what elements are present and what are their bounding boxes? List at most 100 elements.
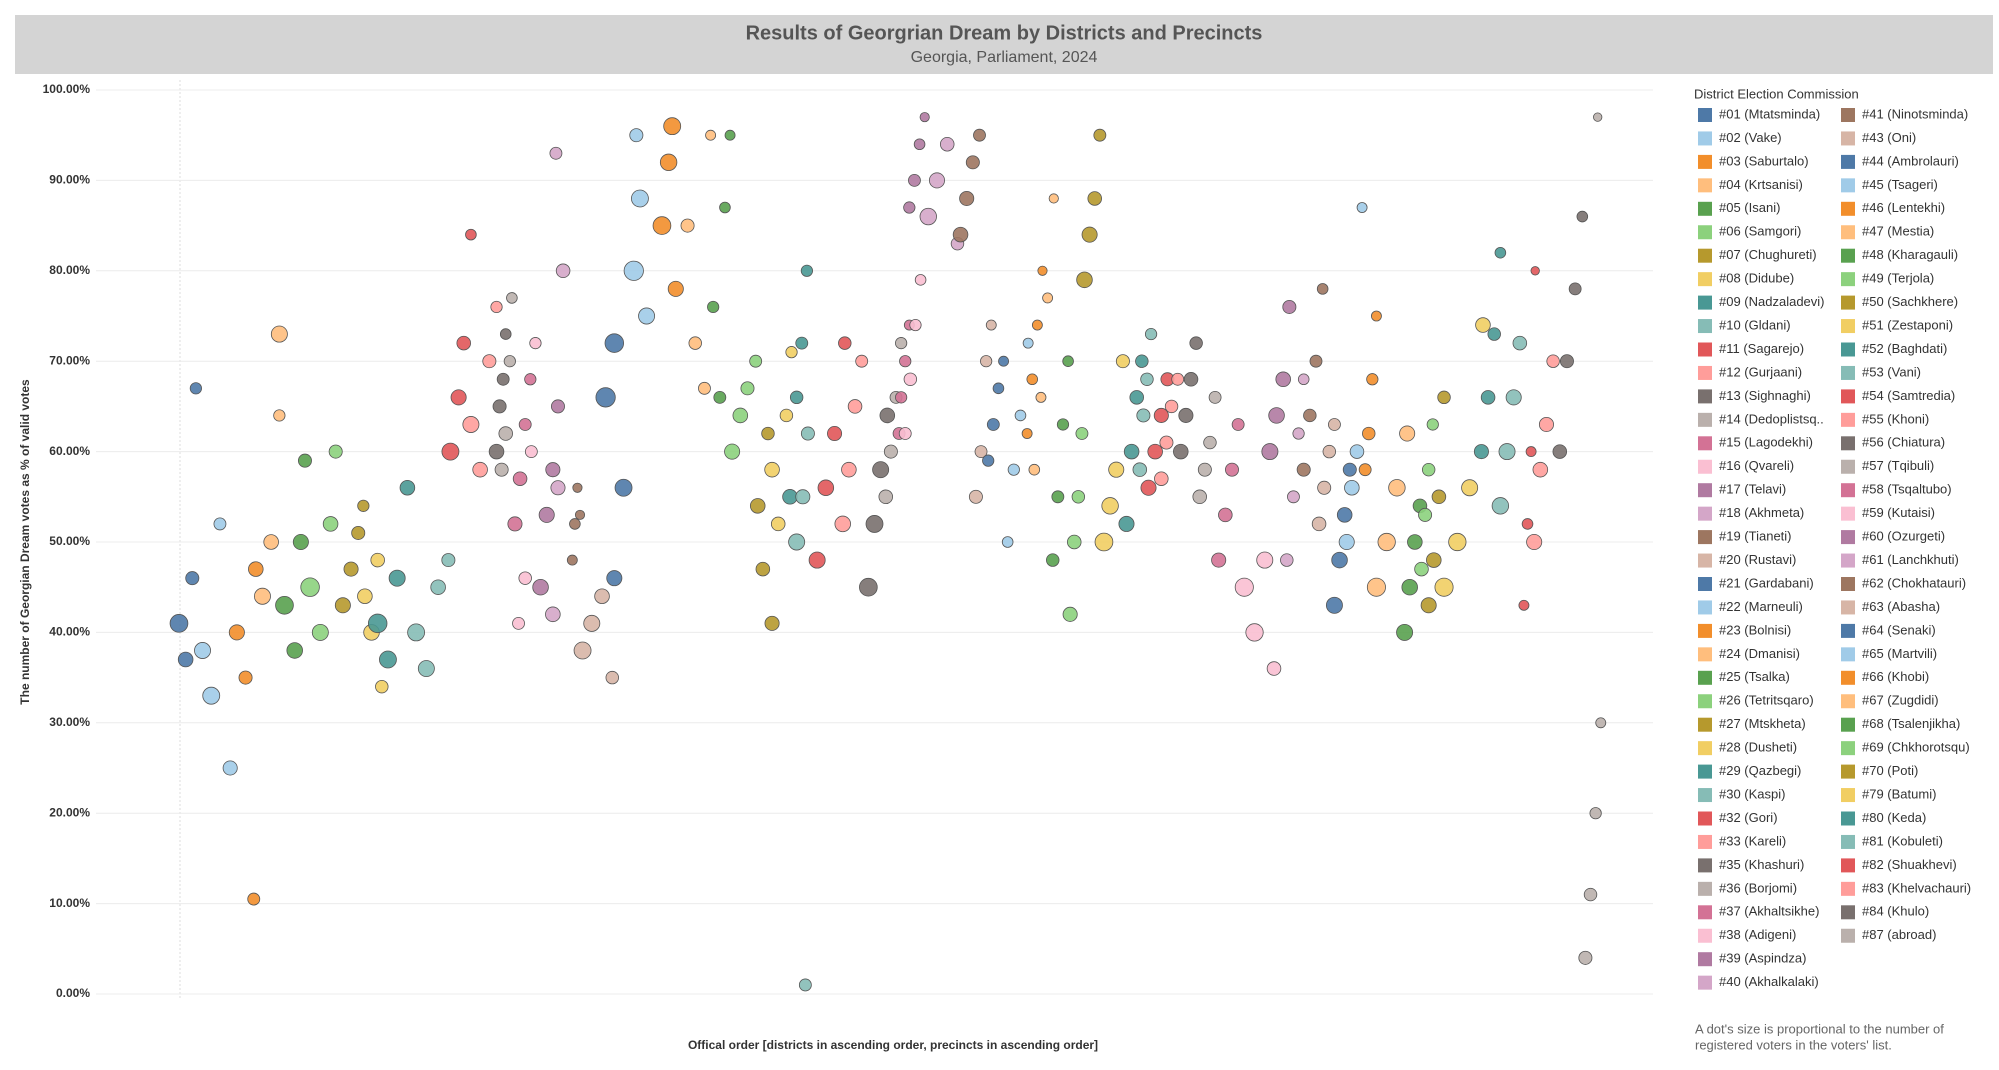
legend-swatch	[1698, 741, 1712, 756]
legend-label: #38 (Adigeni)	[1719, 927, 1796, 942]
dot	[328, 444, 343, 459]
legend-swatch	[1698, 483, 1712, 498]
legend-swatch	[1841, 788, 1855, 803]
dot	[1366, 577, 1386, 597]
legend-label: #09 (Nadzaladevi)	[1719, 294, 1825, 309]
dot	[450, 389, 467, 406]
legend-label: #21 (Gardabani)	[1719, 575, 1814, 590]
dot	[566, 554, 578, 566]
legend-label: #23 (Bolnisi)	[1719, 622, 1791, 637]
dot	[263, 534, 279, 550]
dot	[1153, 407, 1169, 423]
legend-swatch	[1698, 459, 1712, 474]
dot	[574, 509, 586, 520]
dot	[1480, 390, 1496, 405]
legend-label: #12 (Gurjaani)	[1719, 364, 1802, 379]
dot	[1129, 390, 1144, 405]
legend-swatch	[1698, 577, 1712, 591]
legend-label: #15 (Lagodekhi)	[1719, 435, 1813, 450]
legend-swatch	[1698, 131, 1712, 146]
chart-subtitle: Georgia, Parliament, 2024	[911, 49, 1098, 66]
dot	[550, 399, 565, 414]
dot	[838, 336, 852, 350]
legend-label: #14 (Dedoplistsq..	[1719, 411, 1824, 426]
dot	[370, 552, 385, 568]
dot	[1218, 507, 1233, 523]
legend-label: #62 (Chokhatauri)	[1862, 575, 1966, 590]
dot	[1349, 444, 1365, 459]
dot	[1530, 266, 1540, 276]
dot	[764, 461, 780, 478]
legend-swatch	[1698, 248, 1712, 263]
dot	[1311, 516, 1327, 532]
legend-label: #10 (Gldani)	[1719, 317, 1791, 332]
dot	[883, 444, 898, 459]
dot	[732, 407, 749, 424]
legend-label: #84 (Khulo)	[1862, 904, 1929, 919]
legend-label: #53 (Vani)	[1862, 364, 1921, 379]
legend-swatch	[1698, 412, 1712, 427]
dot	[1525, 446, 1537, 458]
dot	[788, 533, 806, 551]
dot	[417, 660, 435, 678]
dot	[270, 325, 288, 343]
legend-swatch	[1698, 623, 1712, 638]
dot	[1296, 462, 1311, 477]
dot	[898, 427, 912, 440]
legend-swatch	[1841, 272, 1855, 287]
dot	[800, 426, 815, 441]
dot	[974, 445, 988, 459]
dot	[688, 336, 702, 350]
dot	[827, 426, 843, 442]
dot	[1203, 435, 1217, 450]
legend-label: #43 (Oni)	[1862, 130, 1916, 145]
dot	[878, 489, 894, 505]
legend-label: #30 (Kaspi)	[1719, 786, 1785, 801]
legend-label: #83 (Khelvachauri)	[1862, 880, 1971, 895]
dot	[1434, 577, 1454, 597]
legend-label: #20 (Rustavi)	[1719, 552, 1796, 567]
dot	[1076, 271, 1093, 289]
y-tick-label: 100.00%	[43, 82, 91, 96]
legend-swatch	[1841, 577, 1855, 591]
dot	[202, 686, 221, 705]
legend-swatch	[1698, 717, 1712, 732]
legend-label: #50 (Sachkhere)	[1862, 294, 1958, 309]
dot	[379, 650, 397, 669]
dot	[222, 760, 238, 776]
legend-swatch	[1841, 201, 1855, 216]
dot	[1108, 461, 1125, 478]
dot	[1225, 462, 1239, 477]
legend-label: #54 (Samtredia)	[1862, 388, 1955, 403]
dot	[879, 407, 896, 424]
dot	[855, 354, 869, 368]
legend-label: #48 (Kharagauli)	[1862, 247, 1958, 262]
legend-swatch	[1841, 459, 1855, 474]
dot	[919, 207, 937, 226]
dot	[228, 624, 245, 641]
dot	[903, 372, 918, 386]
legend-label: #06 (Samgori)	[1719, 224, 1801, 239]
dot	[490, 300, 503, 314]
dot	[1526, 534, 1543, 551]
legend-swatch	[1841, 131, 1855, 146]
dot	[1159, 435, 1174, 450]
legend-label: #25 (Tsalka)	[1719, 669, 1790, 684]
dot	[667, 280, 684, 297]
legend-swatch	[1841, 248, 1855, 263]
dot	[1578, 950, 1593, 965]
dot	[1518, 599, 1530, 611]
dot	[1140, 372, 1154, 386]
dot	[764, 615, 780, 631]
dot	[503, 355, 516, 368]
legend-label: #47 (Mestia)	[1862, 224, 1934, 239]
dot	[798, 978, 812, 992]
dot	[1256, 551, 1274, 569]
legend-swatch	[1841, 670, 1855, 685]
dot	[1282, 299, 1297, 314]
dot	[462, 416, 480, 433]
dot	[1132, 462, 1148, 477]
y-tick-label: 30.00%	[49, 715, 90, 729]
dot	[1062, 355, 1074, 367]
